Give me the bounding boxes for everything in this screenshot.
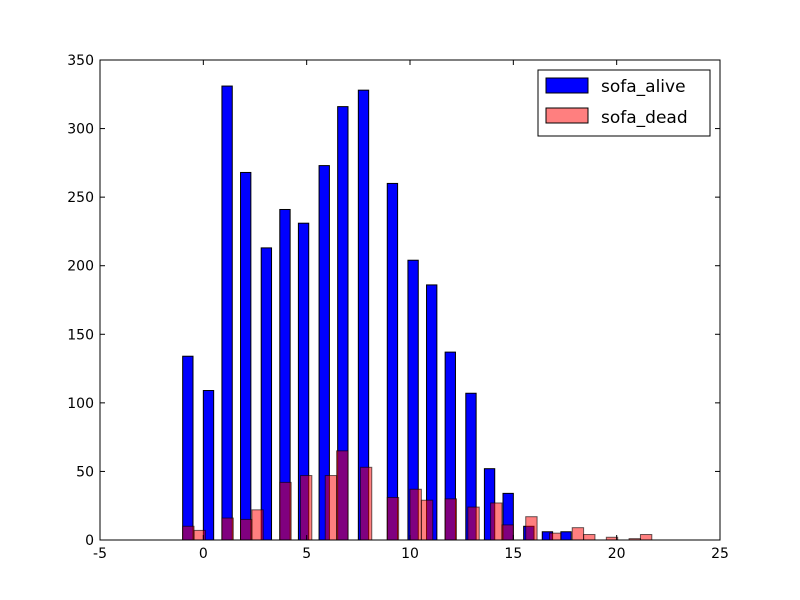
y-tick-label-5: 250 [67, 190, 94, 206]
bar-sofa-dead-18 [549, 532, 562, 541]
x-tick-label-2: 5 [302, 546, 311, 562]
bar-sofa-dead-7 [324, 475, 338, 541]
bar-sofa-alive-0 [182, 355, 194, 541]
bar-sofa-dead-9 [359, 466, 373, 541]
bar-sofa-dead-4 [251, 509, 264, 541]
bar-sofa-dead-20 [583, 534, 596, 541]
bar-sofa-dead-17 [525, 516, 538, 541]
y-tick-label-3: 150 [67, 327, 94, 343]
bar-sofa-dead-15 [490, 502, 503, 541]
bar-sofa-dead-10 [386, 496, 400, 541]
bar-sofa-alive-1 [202, 390, 215, 541]
bar-sofa-dead-0 [182, 525, 195, 541]
bar-sofa-dead-14 [467, 506, 480, 541]
y-tick-label-0: 0 [85, 533, 94, 549]
y-tick-label-7: 350 [67, 53, 94, 69]
y-tick-label-4: 200 [67, 259, 94, 275]
bar-sofa-dead-23 [639, 534, 653, 541]
y-tick-label-6: 300 [67, 122, 94, 138]
x-tick-label-4: 15 [504, 546, 522, 562]
bar-sofa-alive-4 [260, 247, 273, 541]
legend-swatch-sofa-alive [545, 77, 589, 94]
x-tick-label-6: 25 [711, 546, 729, 562]
y-tick-label-1: 50 [76, 464, 94, 480]
y-tick-label-2: 100 [67, 396, 94, 412]
bar-sofa-dead-5 [279, 481, 292, 541]
legend-swatch-sofa-dead [545, 107, 589, 124]
bar-sofa-dead-16 [501, 524, 514, 541]
legend: sofa_alive sofa_dead [537, 69, 711, 137]
bar-sofa-dead-12 [420, 499, 434, 541]
bar-sofa-alive-3 [240, 171, 252, 541]
bar-sofa-dead-19 [571, 527, 585, 541]
bar-sofa-dead-3 [240, 518, 253, 541]
bar-sofa-dead-2 [221, 517, 234, 541]
bar-sofa-dead-6 [299, 475, 313, 541]
bar-sofa-alive-10 [386, 182, 399, 541]
x-tick-label-1: 0 [199, 546, 208, 562]
bar-sofa-dead-8 [336, 450, 349, 541]
x-tick-label-5: 20 [608, 546, 626, 562]
legend-label-sofa-dead: sofa_dead [601, 108, 688, 128]
legend-label-sofa-alive: sofa_alive [601, 77, 686, 97]
bar-sofa-alive-2 [221, 85, 233, 541]
bar-sofa-dead-11 [409, 488, 422, 541]
bar-sofa-alive-19 [560, 531, 572, 541]
bar-sofa-dead-13 [444, 498, 457, 541]
x-tick-label-0: -5 [93, 546, 107, 562]
x-tick-label-3: 10 [401, 546, 419, 562]
